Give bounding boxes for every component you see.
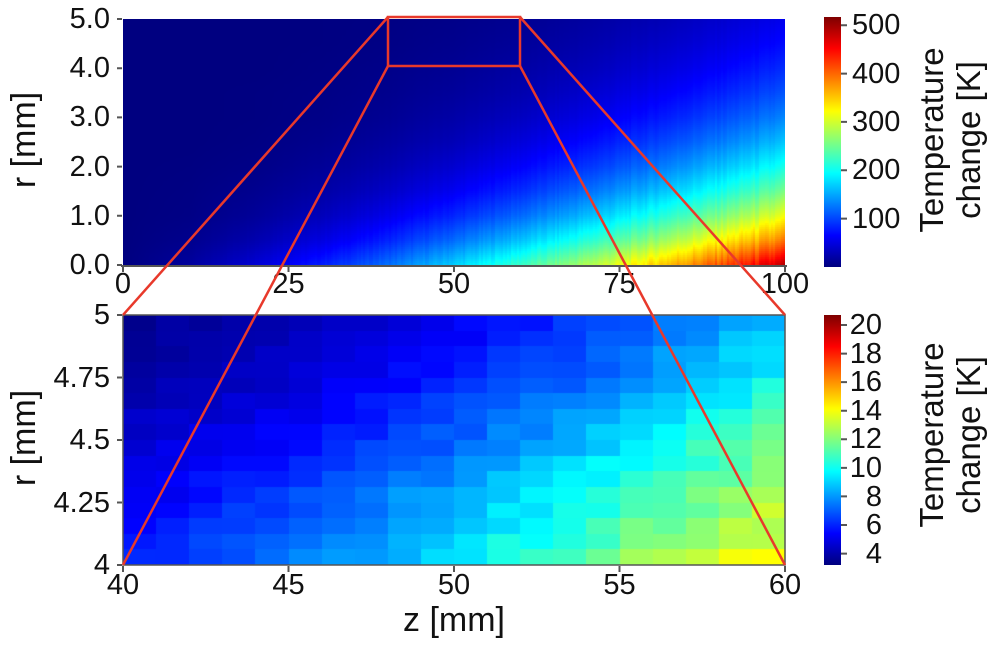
bottom-cbar-tick-12: 12 [849,423,882,455]
bottom-xtick-60: 60 [768,569,802,601]
top-cbar-tick-100: 100 [852,203,901,235]
bottom-colorbar-label: Temperature change [K] [913,265,987,605]
bottom-ytick-5: 5 [93,299,110,331]
top-y-axis-ticks [117,18,122,266]
top-cbar-tick-300: 300 [852,106,901,138]
top-colorbar [824,17,841,267]
bottom-xtick-50: 50 [437,569,471,601]
bottom-xtick-45: 45 [272,569,305,601]
top-colorbar-label-line1: Temperature [913,47,950,233]
top-colorbar-label: Temperature change [K] [913,0,987,310]
top-xtick-25: 25 [272,268,305,300]
x-axis-label: z [mm] [403,601,505,639]
top-ytick-0.0: 0.0 [69,249,110,281]
top-cbar-tick-200: 200 [852,154,901,186]
bottom-ytick-4: 4 [93,549,110,581]
bottom-ytick-4.75: 4.75 [53,361,110,394]
top-colorbar-ticks [841,24,847,220]
bottom-cbar-tick-14: 14 [849,394,882,427]
top-ytick-3.0: 3.0 [69,101,110,133]
top-xtick-0: 0 [114,268,132,300]
bottom-cbar-tick-18: 18 [849,337,882,370]
top-ytick-4.0: 4.0 [69,52,110,84]
top-xtick-50: 50 [437,268,471,300]
top-colorbar-label-line2: change [K] [950,61,987,219]
bottom-xtick-40: 40 [106,569,140,601]
top-heatmap [123,19,785,265]
top-cbar-tick-400: 400 [852,58,901,90]
bottom-xtick-55: 55 [603,569,636,601]
bottom-ytick-4.5: 4.5 [69,424,110,456]
bottom-colorbar-label-line2: change [K] [950,356,987,514]
bottom-colorbar-label-line1: Temperature [913,342,950,528]
top-ytick-1.0: 1.0 [69,200,110,232]
bottom-heatmap [123,315,785,565]
top-xtick-100: 100 [760,268,810,300]
bottom-cbar-tick-8: 8 [865,480,882,513]
top-cbar-tick-500: 500 [852,9,901,41]
top-xtick-75: 75 [603,268,636,300]
bottom-cbar-tick-4: 4 [865,537,882,570]
bottom-y-axis-label: r [mm] [5,389,43,487]
bottom-cbar-tick-16: 16 [849,366,882,398]
bottom-ytick-4.25: 4.25 [53,486,110,519]
bottom-cbar-tick-20: 20 [849,309,882,341]
bottom-y-axis-ticks [117,314,122,566]
top-ytick-5.0: 5.0 [69,3,110,35]
bottom-cbar-tick-10: 10 [849,452,882,484]
top-y-axis-label: r [mm] [5,91,43,189]
bottom-colorbar [824,315,841,565]
bottom-cbar-tick-6: 6 [865,509,882,541]
top-ytick-2.0: 2.0 [69,151,110,183]
